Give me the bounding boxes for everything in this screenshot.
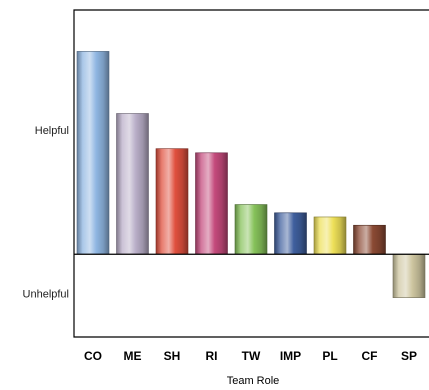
category-label-imp: IMP: [280, 349, 301, 363]
y-tick-label-unhelpful: Unhelpful: [23, 289, 69, 301]
category-label-pl: PL: [322, 349, 337, 363]
bar-co: [76, 51, 110, 255]
bar-series: [76, 51, 426, 298]
category-label-me: ME: [124, 349, 142, 363]
bar-imp: [274, 212, 307, 255]
bar-ri: [195, 152, 228, 255]
x-axis-title: Team Role: [227, 375, 280, 387]
category-label-sh: SH: [164, 349, 181, 363]
plot-frame: [73, 9, 429, 338]
category-label-sp: SP: [401, 349, 417, 363]
bar-me: [116, 113, 149, 255]
y-tick-label-helpful: Helpful: [35, 125, 69, 137]
category-label-co: CO: [84, 349, 102, 363]
category-label-tw: TW: [242, 349, 261, 363]
y-tick-labels: Helpful Unhelpful: [23, 125, 69, 300]
category-label-cf: CF: [362, 349, 378, 363]
bar-pl: [313, 216, 347, 255]
bar-cf: [353, 224, 386, 255]
category-labels: CO ME SH RI TW IMP PL CF SP: [84, 349, 417, 363]
category-label-ri: RI: [206, 349, 218, 363]
bar-tw: [234, 204, 268, 255]
bar-sp: [392, 253, 426, 298]
bar-sh: [155, 148, 189, 255]
